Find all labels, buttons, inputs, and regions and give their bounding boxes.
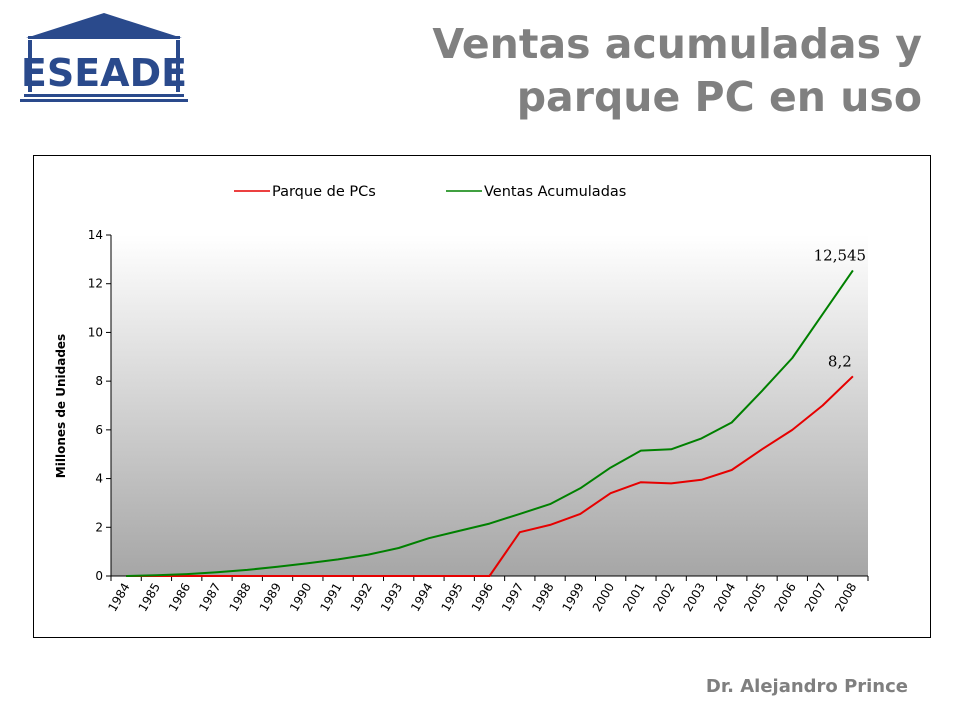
y-tick-label: 8 — [95, 374, 103, 388]
chart-frame: 0 2 4 6 8 10 12 14 1984 1985 1986 1987 1988 1989 1990 1… — [33, 155, 931, 638]
author-footer: Dr. Alejandro Prince — [705, 676, 908, 697]
x-tick-label: 2008 — [832, 581, 859, 614]
y-tick-label: 6 — [95, 423, 103, 437]
eseade-logo: ESEADE — [20, 10, 188, 106]
x-tick-label: 1999 — [560, 581, 587, 614]
plot-area — [111, 235, 868, 576]
x-tick-label: 2002 — [650, 581, 677, 614]
x-tick-label: 1987 — [196, 581, 223, 614]
y-tick-label: 4 — [95, 472, 103, 486]
x-tick-label: 1991 — [317, 581, 344, 614]
x-tick-label: 2006 — [772, 581, 799, 614]
slide-title-line-2: parque PC en uso — [516, 73, 922, 121]
y-tick-label: 2 — [95, 520, 103, 534]
x-tick-label: 2005 — [741, 581, 768, 614]
logo-steps — [20, 94, 188, 102]
data-label: 12,545 — [814, 246, 867, 264]
x-tick-label: 1986 — [166, 581, 193, 614]
series-line-ventas-acumuladas — [126, 269, 854, 577]
logo-text: ESEADE — [21, 51, 187, 95]
x-tick-label: 1994 — [408, 581, 435, 614]
logo-band — [28, 36, 180, 39]
x-tick-label: 1996 — [469, 581, 496, 614]
data-label: 8,2 — [828, 352, 852, 370]
x-tick-label: 1997 — [499, 581, 526, 614]
x-tick-label: 1998 — [529, 581, 556, 614]
y-tick-label: 12 — [88, 277, 103, 291]
x-tick-label: 1993 — [378, 581, 405, 614]
x-tick-label: 2004 — [711, 581, 738, 614]
x-tick-label: 2001 — [620, 581, 647, 614]
legend-label-parque: Parque de PCs — [272, 184, 376, 200]
labels-layer: 12,545 8,2 — [814, 246, 867, 370]
x-tick-label: 1990 — [287, 581, 314, 614]
y-tick-label: 14 — [88, 228, 103, 242]
x-tick-label: 2000 — [590, 581, 617, 614]
x-tick-label: 1988 — [226, 581, 253, 614]
x-tick-label: 1985 — [136, 581, 163, 614]
x-tick-label: 2007 — [802, 581, 829, 614]
x-tick-label: 2003 — [681, 581, 708, 614]
y-tick-label: 0 — [95, 569, 103, 583]
series-layer — [126, 269, 854, 577]
logo-columns — [28, 40, 180, 92]
legend: Parque de PCs Ventas Acumuladas — [234, 184, 626, 200]
x-tick-label: 1992 — [348, 581, 375, 614]
x-tick-label: 1995 — [438, 581, 465, 614]
y-tick-label: 10 — [88, 325, 103, 339]
logo-roof — [26, 13, 182, 38]
y-axis-label: Millones de Unidades — [54, 334, 68, 478]
slide-title: Ventas acumuladas y parque PC en uso — [362, 18, 922, 124]
x-tick-label: 1984 — [105, 581, 132, 614]
legend-label-ventas: Ventas Acumuladas — [484, 184, 626, 200]
series-line-parque-de-pcs — [126, 375, 854, 577]
x-tick-label: 1989 — [257, 581, 284, 614]
slide-title-line-1: Ventas acumuladas y — [432, 20, 922, 68]
